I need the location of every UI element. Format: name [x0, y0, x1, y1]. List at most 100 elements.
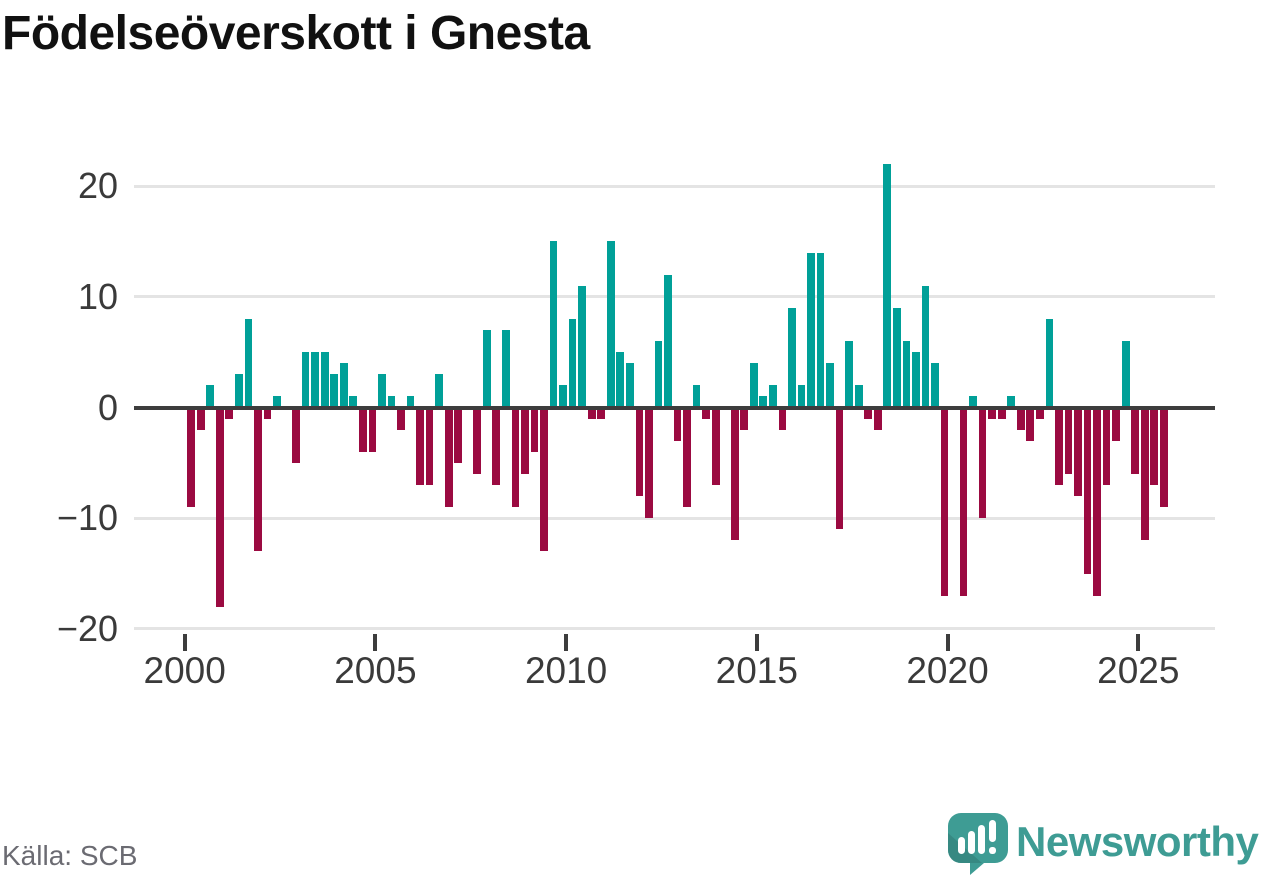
bar-2013-q3: [702, 407, 710, 419]
bar-2010-q2: [578, 285, 587, 408]
bar-2009-q4: [559, 385, 567, 408]
bar-2005-q4: [406, 396, 415, 408]
bar-2006-q4: [444, 407, 453, 508]
bar-2015-q4: [788, 307, 796, 408]
bar-2019-q3: [931, 363, 939, 408]
bar-2001-q2: [235, 374, 243, 408]
bar-2018-q2: [883, 164, 892, 408]
x-axis-tick: [373, 634, 378, 651]
bar-2024-q2: [1112, 407, 1120, 441]
bar-2007-q3: [473, 407, 482, 474]
gridline: [134, 516, 1215, 520]
bar-2015-q2: [769, 385, 777, 408]
bar-2009-q3: [549, 241, 558, 408]
bar-2012-q3: [664, 274, 672, 408]
y-axis-tick-label: 20: [77, 165, 118, 207]
bar-2003-q1: [301, 352, 310, 408]
bar-2019-q4: [940, 407, 949, 596]
y-axis-tick-label: 10: [77, 275, 118, 317]
newsworthy-speech-bubble-chart-icon: [948, 813, 1008, 875]
bar-2003-q4: [330, 374, 339, 408]
bar-2022-q2: [1036, 407, 1044, 419]
bar-2012-q4: [673, 407, 682, 441]
x-axis-tick-label: 2000: [143, 650, 226, 691]
bar-2014-q2: [730, 407, 739, 541]
bar-2005-q2: [387, 396, 396, 408]
bar-2008-q2: [502, 330, 510, 408]
bar-2023-q3: [1083, 407, 1092, 574]
x-axis-tick: [1136, 634, 1141, 651]
y-axis-tick-label: −10: [56, 497, 118, 539]
bar-2000-q2: [196, 407, 205, 430]
bar-2003-q2: [311, 352, 320, 408]
bar-2018-q3: [892, 307, 901, 408]
bar-2002-q4: [292, 407, 300, 463]
bar-2004-q1: [339, 363, 348, 408]
bar-2025-q3: [1159, 407, 1168, 508]
bar-2011-q4: [635, 407, 644, 497]
bar-2010-q4: [597, 407, 606, 419]
bar-2022-q4: [1055, 407, 1063, 485]
bar-2013-q1: [683, 407, 691, 508]
bar-2005-q1: [378, 374, 386, 408]
gridline: [134, 627, 1215, 631]
y-axis-tick-label: 0: [97, 386, 118, 428]
bar-2017-q1: [835, 407, 844, 530]
source-note: Källa: SCB: [2, 840, 138, 871]
bar-2001-q4: [254, 407, 262, 552]
bar-2013-q4: [711, 407, 720, 485]
bar-2020-q2: [959, 407, 968, 596]
x-axis-tick: [754, 634, 759, 651]
zero-axis-line: [134, 405, 1215, 410]
bar-2012-q2: [654, 341, 663, 408]
bar-2024-q1: [1102, 407, 1111, 485]
bar-2005-q3: [397, 407, 405, 430]
bar-2020-q4: [978, 407, 987, 519]
bar-2014-q4: [749, 363, 758, 408]
bar-2020-q3: [969, 396, 977, 408]
bar-2003-q3: [320, 352, 329, 408]
bar-2019-q2: [921, 285, 930, 408]
bar-2006-q2: [425, 407, 434, 485]
bar-2024-q4: [1131, 407, 1140, 474]
bar-2023-q2: [1074, 407, 1082, 497]
gridline: [134, 295, 1215, 299]
bar-2015-q3: [778, 407, 787, 430]
bar-2017-q2: [845, 341, 853, 408]
bar-2011-q3: [625, 363, 634, 408]
x-axis-tick-label: 2010: [524, 650, 608, 691]
x-axis-tick: [564, 634, 569, 651]
bar-2016-q1: [797, 385, 806, 408]
bar-2024-q3: [1121, 341, 1130, 408]
bar-2007-q4: [482, 330, 491, 408]
bar-2000-q3: [206, 385, 215, 408]
gridline: [134, 184, 1215, 188]
bar-2014-q3: [740, 407, 749, 430]
bar-2009-q1: [530, 407, 539, 452]
bar-2010-q3: [587, 407, 596, 419]
x-axis-tick: [945, 634, 950, 651]
bar-2021-q2: [997, 407, 1006, 419]
bar-2004-q4: [368, 407, 377, 452]
bar-2016-q3: [816, 252, 825, 408]
bar-2002-q1: [263, 407, 272, 419]
bar-2018-q4: [902, 341, 911, 408]
brand-wordmark: Newsworthy: [1016, 818, 1259, 865]
bar-2001-q3: [244, 318, 253, 408]
bar-2022-q1: [1026, 407, 1035, 441]
bar-2002-q2: [273, 396, 281, 408]
bar-2016-q2: [807, 252, 815, 408]
bar-2000-q1: [187, 407, 196, 508]
bar-2007-q1: [454, 407, 463, 463]
bar-2015-q1: [759, 396, 768, 408]
bar-2006-q1: [416, 407, 424, 485]
x-axis-tick-label: 2020: [906, 650, 989, 691]
bar-2000-q4: [215, 407, 224, 607]
bar-2010-q1: [568, 318, 577, 408]
bar-2017-q4: [864, 407, 873, 419]
bar-2004-q2: [349, 396, 358, 408]
bar-2018-q1: [873, 407, 882, 430]
bar-2008-q3: [511, 407, 520, 508]
